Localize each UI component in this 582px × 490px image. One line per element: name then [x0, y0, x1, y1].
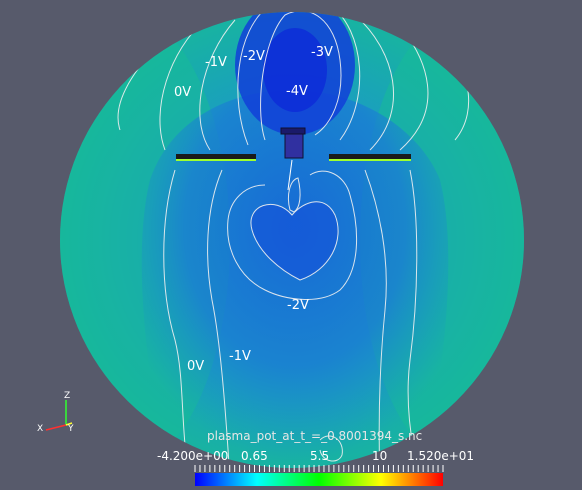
contour-cathode	[287, 177, 301, 213]
contour-label-0v-top: 0V	[174, 85, 191, 100]
color-legend-tick-1: 0.65	[241, 449, 268, 463]
contour-minus2-mid	[227, 170, 357, 300]
heart-region	[250, 201, 339, 280]
right-electrode	[329, 154, 411, 159]
right-electrode-edge	[329, 159, 411, 161]
contour-minus1-bottom	[207, 169, 387, 468]
contour-minus4	[260, 12, 342, 141]
x-axis-label: X	[37, 424, 43, 434]
contour-label-0v-bottom: 0V	[187, 359, 204, 374]
color-legend: plasma_pot_at_t_=_0.8001394_s.nc -4.200e…	[157, 429, 474, 486]
contour-label-minus2-mid: -2V	[287, 298, 309, 313]
cathode-wire	[287, 159, 293, 191]
axes-orientation-gizmo: Z X Y	[37, 391, 74, 434]
contour-label-minus2-top: -2V	[243, 49, 265, 64]
contour-label-minus4-top: -4V	[286, 84, 308, 99]
color-legend-minor-ticks	[194, 465, 444, 472]
contour-label-minus1-top: -1V	[205, 55, 227, 70]
y-axis-label: Y	[67, 424, 74, 434]
contour-heart	[250, 201, 339, 281]
y-axis-line	[65, 422, 73, 426]
contour-label-minus3-top: -3V	[311, 45, 333, 60]
contour-label-minus1-bottom: -1V	[229, 349, 251, 364]
top-lobe-core	[263, 28, 327, 112]
color-legend-bar	[195, 473, 443, 486]
left-electrode	[176, 154, 256, 159]
color-legend-title: plasma_pot_at_t_=_0.8001394_s.nc	[207, 429, 422, 443]
thruster-body	[284, 133, 304, 159]
z-axis-label: Z	[64, 391, 70, 401]
thruster-cap	[280, 127, 306, 135]
x-axis-line	[45, 424, 67, 431]
contour-small-bottom	[319, 435, 343, 462]
color-legend-tick-max: 1.520e+01	[407, 449, 474, 463]
contour-minus2-top	[199, 14, 394, 151]
left-electrode-edge	[176, 159, 256, 161]
color-legend-tick-2: 5.5	[310, 449, 329, 463]
color-legend-tick-3: 10	[372, 449, 387, 463]
color-legend-tick-min: -4.200e+00	[157, 449, 228, 463]
potential-plume	[141, 90, 449, 468]
